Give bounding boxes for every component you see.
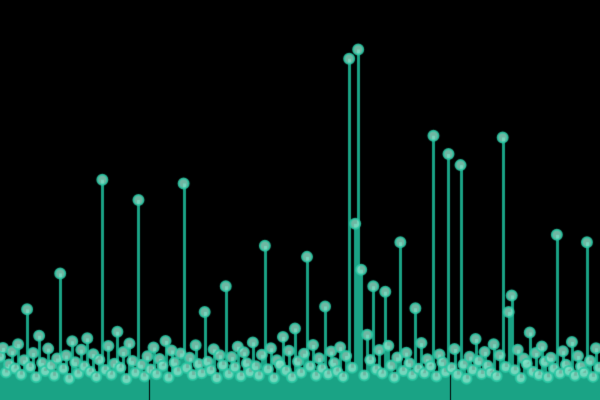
stem-plot-figure <box>0 0 600 400</box>
stem-plot-canvas <box>0 0 600 400</box>
